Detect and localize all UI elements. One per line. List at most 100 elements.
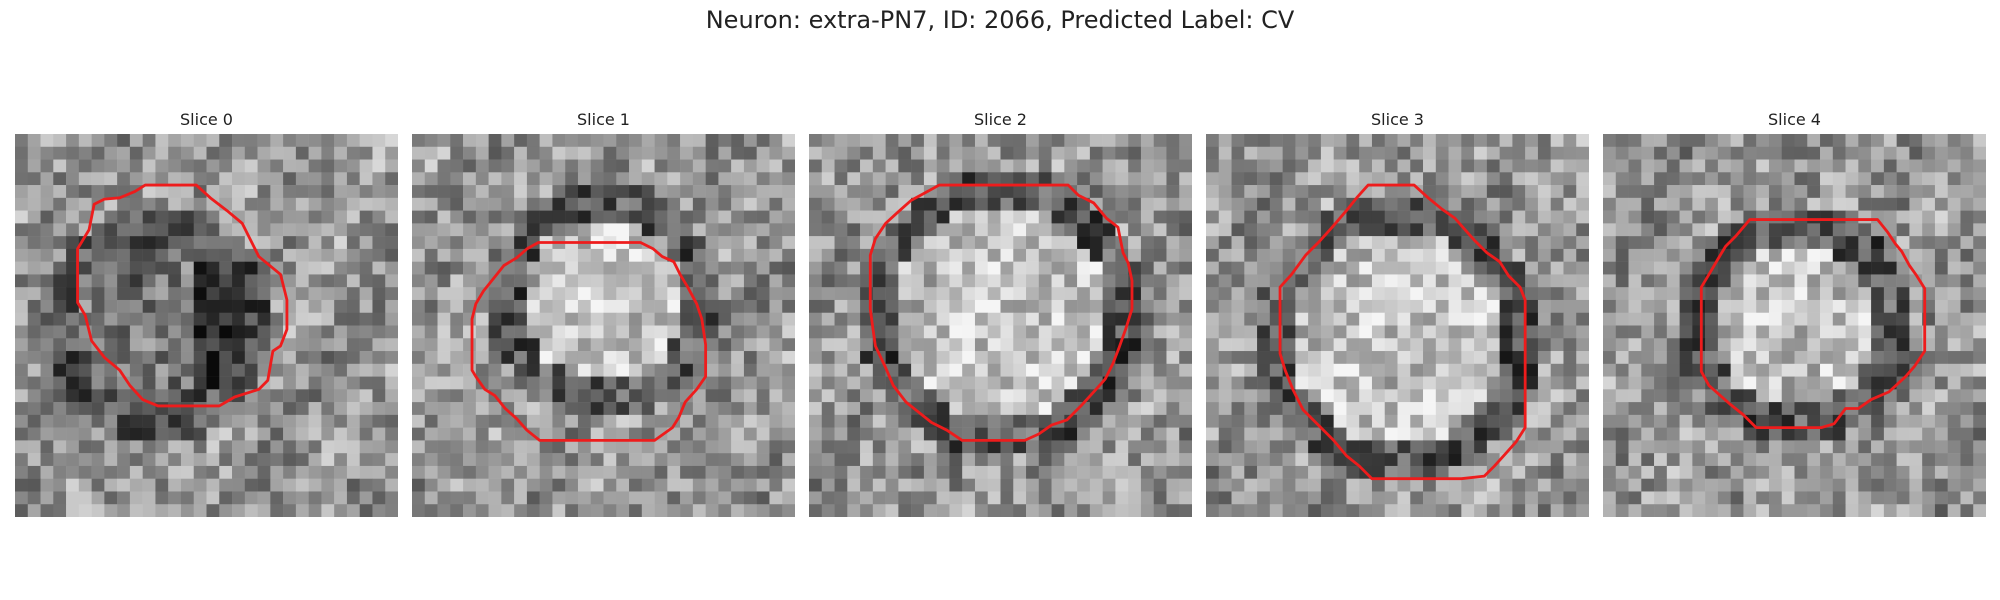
pixel	[667, 197, 681, 211]
pixel	[514, 376, 528, 390]
pixel	[1038, 185, 1052, 199]
pixel	[1077, 453, 1091, 467]
pixel	[412, 414, 426, 428]
pixel	[1550, 427, 1564, 441]
pixel	[809, 172, 823, 186]
pixel	[680, 351, 694, 365]
pixel	[475, 402, 489, 416]
pixel	[1179, 440, 1192, 454]
pixel	[1064, 440, 1078, 454]
pixel	[1947, 402, 1961, 416]
pixel	[1474, 427, 1488, 441]
pixel	[769, 299, 783, 313]
pixel	[257, 299, 271, 313]
pixel	[1231, 453, 1245, 467]
pixel	[1308, 504, 1322, 517]
pixel	[1832, 197, 1846, 211]
pixel	[962, 287, 976, 301]
pixel	[1000, 465, 1014, 479]
pixel	[1525, 376, 1539, 390]
pixel	[1922, 504, 1936, 517]
pixel	[577, 248, 591, 262]
pixel	[872, 363, 886, 377]
pixel	[334, 185, 348, 199]
pixel	[1743, 261, 1757, 275]
pixel	[974, 159, 988, 173]
pixel	[1179, 134, 1192, 148]
pixel	[616, 223, 630, 237]
pixel	[1179, 236, 1192, 250]
pixel	[1794, 363, 1808, 377]
pixel	[1947, 261, 1961, 275]
pixel	[641, 134, 655, 148]
pixel	[1628, 402, 1642, 416]
pixel	[1282, 427, 1296, 441]
pixel	[1102, 453, 1116, 467]
pixel	[860, 440, 874, 454]
pixel	[987, 134, 1001, 148]
pixel	[1308, 146, 1322, 160]
pixel	[769, 146, 783, 160]
pixel	[219, 440, 233, 454]
pixel	[705, 172, 719, 186]
pixel	[66, 325, 80, 339]
pixel	[142, 478, 156, 492]
pixel	[539, 210, 553, 224]
pixel	[1308, 491, 1322, 505]
pixel	[756, 389, 770, 403]
pixel	[1359, 261, 1373, 275]
pixel	[629, 248, 643, 262]
pixel	[1308, 134, 1322, 148]
pixel	[1525, 363, 1539, 377]
pixel	[1333, 134, 1347, 148]
pixel	[412, 402, 426, 416]
pixel	[1128, 159, 1142, 173]
pixel	[1448, 338, 1462, 352]
pixel	[1435, 389, 1449, 403]
pixel	[180, 338, 194, 352]
pixel	[27, 146, 41, 160]
pixel	[872, 491, 886, 505]
pixel	[1397, 338, 1411, 352]
pixel	[1333, 146, 1347, 160]
pixel	[295, 274, 309, 288]
pixel	[1883, 453, 1897, 467]
pixel	[641, 146, 655, 160]
pixel	[40, 146, 54, 160]
pixel	[809, 402, 823, 416]
pixel	[1858, 146, 1872, 160]
pixel	[244, 146, 258, 160]
pixel	[590, 402, 604, 416]
pixel	[1320, 159, 1334, 173]
pixel	[308, 172, 322, 186]
pixel	[53, 274, 67, 288]
pixel	[488, 491, 502, 505]
pixel	[1206, 185, 1220, 199]
pixel	[1115, 134, 1129, 148]
pixel	[680, 312, 694, 326]
pixel	[1166, 478, 1180, 492]
pixel	[756, 261, 770, 275]
pixel	[168, 287, 182, 301]
pixel	[450, 491, 464, 505]
pixel	[142, 223, 156, 237]
pixel	[603, 414, 617, 428]
pixel	[193, 312, 207, 326]
pixel	[718, 299, 732, 313]
pixel	[1909, 299, 1923, 313]
pixel	[1858, 325, 1872, 339]
pixel	[1089, 504, 1103, 517]
pixel	[1166, 338, 1180, 352]
pixel	[308, 197, 322, 211]
pixel	[1026, 287, 1040, 301]
pixel	[1333, 223, 1347, 237]
pixel	[1794, 146, 1808, 160]
pixel	[1883, 363, 1897, 377]
pixel	[1179, 274, 1192, 288]
pixel	[257, 210, 271, 224]
pixel	[987, 312, 1001, 326]
pixel	[1537, 376, 1551, 390]
pixel	[1115, 491, 1129, 505]
pixel	[885, 504, 899, 517]
pixel	[1153, 146, 1167, 160]
